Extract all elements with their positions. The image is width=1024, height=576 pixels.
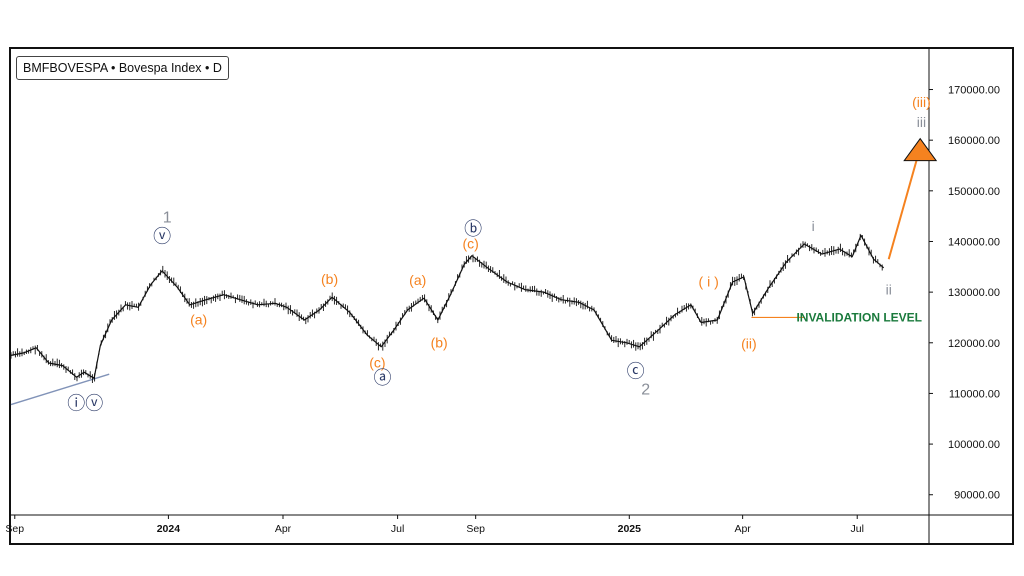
- y-tick-label: 110000.00: [949, 388, 1000, 400]
- wave-label: ( i ): [699, 274, 719, 290]
- x-tick-label: 2024: [157, 523, 181, 535]
- wave-label: ⓑ: [464, 219, 482, 239]
- y-tick-label: 140000.00: [948, 236, 1000, 248]
- wave-label: ⓥ: [153, 226, 171, 246]
- projection-arrow-head: [903, 137, 938, 162]
- wave-label: 1: [163, 209, 172, 226]
- x-tick-label: Apr: [275, 523, 292, 535]
- wave-label: iii: [917, 114, 926, 130]
- wave-label: (c): [369, 355, 385, 371]
- x-tick-label: Jul: [391, 523, 404, 535]
- projection-arrow-line: [887, 156, 919, 260]
- wave-label: (b): [321, 271, 338, 287]
- y-tick-label: 150000.00: [948, 186, 1000, 198]
- wave-label: (a): [190, 312, 207, 328]
- wave-label: ⓘⓥ: [67, 394, 103, 414]
- wave-label: i: [812, 218, 815, 234]
- wave-label: 2: [641, 382, 650, 399]
- x-tick-label: 2025: [618, 523, 642, 535]
- price-series-line: [10, 234, 885, 379]
- y-tick-label: 100000.00: [948, 439, 1000, 451]
- chart-frame: [9, 47, 1014, 545]
- trendline: [10, 373, 110, 406]
- wave-label: ii: [886, 281, 892, 297]
- wave-label: (b): [431, 334, 448, 350]
- y-tick-label: 170000.00: [948, 85, 1000, 97]
- x-tick-label: Sep: [466, 523, 485, 535]
- y-tick-label: 130000.00: [948, 287, 1000, 299]
- x-tick-label: Apr: [734, 523, 751, 535]
- invalidation-label: INVALIDATION LEVEL: [796, 310, 922, 324]
- symbol-info-box: BMFBOVESPA • Bovespa Index • D: [16, 56, 229, 80]
- wave-label: (a): [409, 272, 426, 288]
- wave-label: ⓒ: [627, 362, 645, 382]
- wave-label: ⓐ: [373, 368, 391, 388]
- x-tick-label: Sep: [5, 523, 24, 535]
- wave-label: (iii): [912, 94, 931, 110]
- wave-label: (ii): [741, 335, 757, 351]
- y-tick-label: 160000.00: [948, 135, 1000, 147]
- wave-label: (c): [462, 236, 478, 252]
- y-tick-label: 90000.00: [954, 490, 1000, 502]
- x-tick-label: Jul: [851, 523, 864, 535]
- y-tick-label: 120000.00: [948, 338, 1000, 350]
